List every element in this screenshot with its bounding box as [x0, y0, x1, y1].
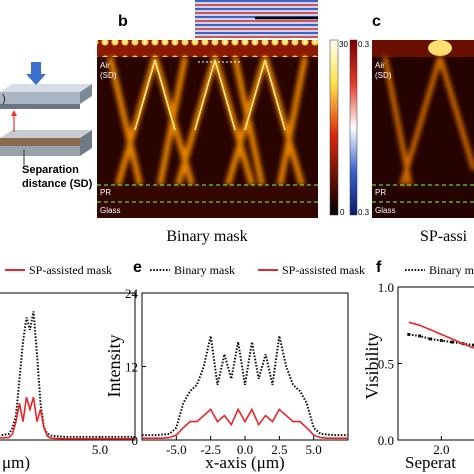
fragment: ) [2, 93, 6, 105]
marker [439, 339, 443, 343]
panel-letter: c [372, 13, 381, 30]
panel-letter: f [376, 259, 382, 276]
colorbar-label: 0 [340, 208, 345, 217]
caption: Binary mask [166, 228, 247, 245]
series-line [142, 335, 348, 437]
colorbar-label: 0.3 [358, 40, 370, 49]
region-label: Air [100, 61, 110, 70]
marker [418, 334, 422, 338]
colorbar [349, 39, 358, 216]
schematic-label: Separation [22, 164, 79, 176]
series-line [142, 407, 348, 439]
region-label: Air [375, 61, 385, 70]
series-line [408, 321, 474, 349]
legend-label: SP-assisted mask [29, 263, 112, 277]
plot-frame [141, 292, 349, 441]
legend-label: Binary m [429, 263, 474, 277]
schematic-label: distance (SD) [22, 178, 93, 190]
region-label: Glass [375, 206, 395, 215]
x-tick-label: 2.0 [433, 442, 449, 457]
region-label: PR [100, 188, 111, 197]
y-tick-label: 24 [125, 286, 139, 301]
marker [407, 332, 411, 336]
region-label: PR [375, 188, 386, 197]
charts: 5.0 μm) SP-assisted mask -5.0 -2.5 0.0 2.5 5.0 0… [0, 259, 474, 472]
caption: SP-assi [420, 228, 468, 245]
y-tick-label: 12 [125, 360, 138, 375]
x-tick-label: 2.5 [271, 442, 287, 457]
x-tick-label: -5.0 [166, 442, 187, 457]
x-tick-label: 5.0 [92, 442, 108, 457]
y-tick-label: 0 [132, 433, 139, 448]
y-tick-label: 0.5 [378, 357, 394, 372]
panel-letter: b [118, 13, 128, 30]
x-axis-label: x-axis (μm) [205, 453, 284, 472]
colorbar [329, 39, 339, 216]
x-tick-label: -2.5 [200, 442, 221, 457]
series-line [0, 396, 135, 440]
x-axis-label: Seperat [405, 453, 456, 472]
x-tick-label: 5.0 [306, 442, 322, 457]
plot-frame [397, 286, 474, 441]
y-tick-label: 1.0 [378, 280, 394, 295]
x-tick-label: 0.0 [237, 442, 253, 457]
legend-label: Binary mask [174, 263, 235, 277]
region-label: (SD) [375, 71, 392, 80]
y-axis-label: Visibility [362, 333, 382, 400]
schematic: ) Separation distance (SD) [0, 62, 93, 190]
region-label: Glass [100, 206, 120, 215]
colorbar-label: 30 [339, 40, 348, 49]
region-label: (SD) [100, 71, 117, 80]
plot-frame [0, 292, 136, 441]
marker [472, 343, 474, 347]
x-axis-label: μm) [2, 453, 30, 472]
panel-letter: e [133, 259, 142, 276]
colorbar-label: 0.3 [358, 208, 370, 217]
legend-label: SP-assisted mask [282, 263, 365, 277]
marker [450, 340, 454, 344]
marker [429, 337, 432, 341]
series-line [0, 311, 135, 438]
panel-b: b Air (SD) PR Glass 30 0 0.3 0.3 Binary … [97, 0, 370, 245]
y-axis-label: Intensity [104, 335, 124, 398]
panel-c: c Air (SD) PR Glass SP-assi [372, 13, 474, 245]
y-tick-label: 0.0 [378, 433, 394, 448]
